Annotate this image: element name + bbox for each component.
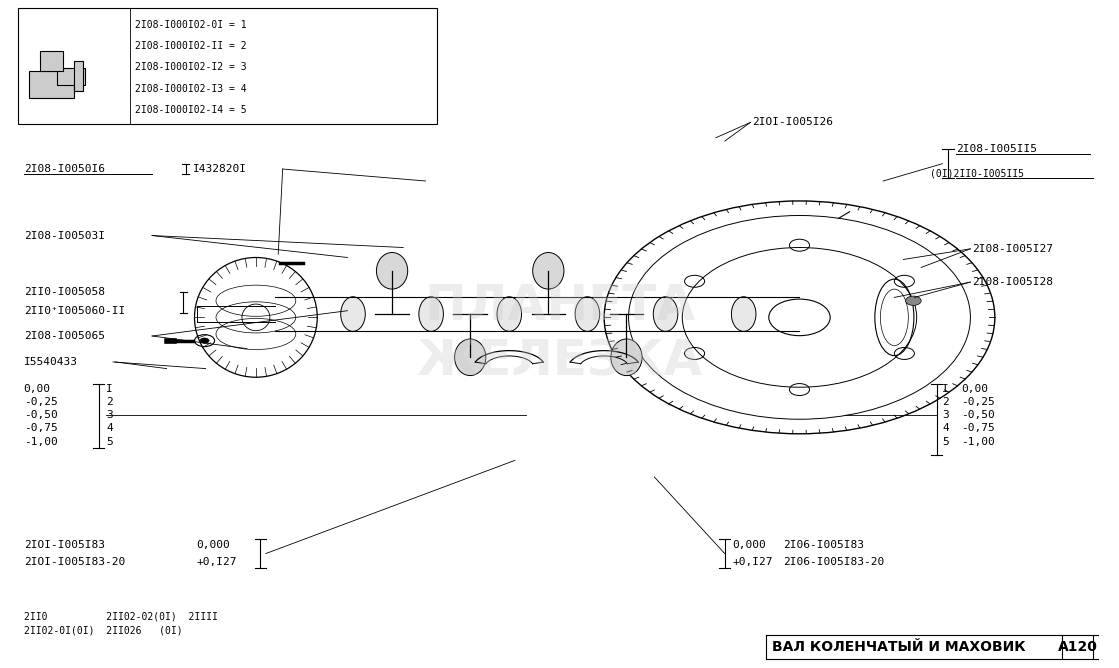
Text: 0,00: 0,00 xyxy=(23,383,50,393)
Bar xyxy=(74,61,83,92)
Text: ВАЛ КОЛЕНЧАТЫЙ И МАХОВИК: ВАЛ КОЛЕНЧАТЫЙ И МАХОВИК xyxy=(772,640,1025,654)
Text: -0,50: -0,50 xyxy=(961,410,995,420)
Text: I432820I: I432820I xyxy=(194,164,247,174)
Text: 2IOI-I005I83: 2IOI-I005I83 xyxy=(23,540,105,550)
Text: 0,000: 0,000 xyxy=(197,540,231,550)
Text: 0,00: 0,00 xyxy=(961,383,988,393)
Text: -0,75: -0,75 xyxy=(961,424,995,434)
Text: 2IOI-I005I83-20: 2IOI-I005I83-20 xyxy=(23,557,125,567)
Text: (0I)2II0-I005II5: (0I)2II0-I005II5 xyxy=(930,168,1024,178)
Ellipse shape xyxy=(419,297,443,331)
Text: 2: 2 xyxy=(942,397,949,407)
Text: -0,25: -0,25 xyxy=(23,397,57,407)
Text: 2I08-I000I02-II = 2: 2I08-I000I02-II = 2 xyxy=(135,41,247,51)
Circle shape xyxy=(200,338,209,343)
Ellipse shape xyxy=(533,253,564,289)
Text: 2IOI-I005I26: 2IOI-I005I26 xyxy=(753,118,834,128)
Ellipse shape xyxy=(732,297,756,331)
Ellipse shape xyxy=(454,339,486,375)
Text: 2I06-I005I83-20: 2I06-I005I83-20 xyxy=(783,557,884,567)
Text: +0,I27: +0,I27 xyxy=(733,557,773,567)
Text: +0,I27: +0,I27 xyxy=(197,557,237,567)
Text: 3: 3 xyxy=(106,410,113,420)
Bar xyxy=(40,51,63,71)
Text: 0,000: 0,000 xyxy=(733,540,767,550)
Text: 4: 4 xyxy=(942,424,949,434)
Text: -1,00: -1,00 xyxy=(23,437,57,447)
Text: 3: 3 xyxy=(942,410,949,420)
Text: 2I08-I000I02-0I = 1: 2I08-I000I02-0I = 1 xyxy=(135,19,247,29)
Text: 2I08-I005I27: 2I08-I005I27 xyxy=(972,244,1053,254)
Text: 2I08-I005065: 2I08-I005065 xyxy=(23,331,105,341)
Text: -0,75: -0,75 xyxy=(23,424,57,434)
Text: 2II0          2II02-02(0I)  2IIII: 2II0 2II02-02(0I) 2IIII xyxy=(23,612,217,622)
Ellipse shape xyxy=(376,253,407,289)
Text: 2I08-I000I02-I4 = 5: 2I08-I000I02-I4 = 5 xyxy=(135,105,247,115)
Bar xyxy=(18,8,436,124)
Ellipse shape xyxy=(497,297,521,331)
Text: 2II0-I005058: 2II0-I005058 xyxy=(23,287,105,297)
Text: I: I xyxy=(106,383,113,393)
Bar xyxy=(57,68,85,85)
Text: -1,00: -1,00 xyxy=(961,437,995,447)
Text: 2II02-0I(0I)  2II026   (0I): 2II02-0I(0I) 2II026 (0I) xyxy=(23,625,182,635)
Text: 2II0⁺I005060-II: 2II0⁺I005060-II xyxy=(23,306,125,316)
Ellipse shape xyxy=(340,297,365,331)
Text: 4: 4 xyxy=(106,424,113,434)
Text: ПЛАНЕТА
ЖЕЛЕЗКА: ПЛАНЕТА ЖЕЛЕЗКА xyxy=(416,282,703,386)
Text: A120: A120 xyxy=(1057,640,1098,654)
Ellipse shape xyxy=(611,339,642,375)
Circle shape xyxy=(905,296,921,305)
Text: 2I08-I005I28: 2I08-I005I28 xyxy=(972,277,1053,287)
Text: 2I08-I00503I: 2I08-I00503I xyxy=(23,230,105,240)
Text: 2I08-I000I02-I2 = 3: 2I08-I000I02-I2 = 3 xyxy=(135,62,247,72)
Text: 2I08-I0050I6: 2I08-I0050I6 xyxy=(23,164,105,174)
Text: 2: 2 xyxy=(106,397,113,407)
Text: -0,25: -0,25 xyxy=(961,397,995,407)
Text: 5: 5 xyxy=(106,437,113,447)
Text: -0,50: -0,50 xyxy=(23,410,57,420)
Ellipse shape xyxy=(653,297,678,331)
Text: 2I08-I000I02-I3 = 4: 2I08-I000I02-I3 = 4 xyxy=(135,84,247,94)
Text: I: I xyxy=(942,383,949,393)
Text: 5: 5 xyxy=(942,437,949,447)
Ellipse shape xyxy=(575,297,600,331)
Text: 2I08-I005II5: 2I08-I005II5 xyxy=(956,144,1037,154)
Text: I5540433: I5540433 xyxy=(23,357,77,367)
Text: 2I06-I005I83: 2I06-I005I83 xyxy=(783,540,864,550)
Bar xyxy=(29,71,74,98)
